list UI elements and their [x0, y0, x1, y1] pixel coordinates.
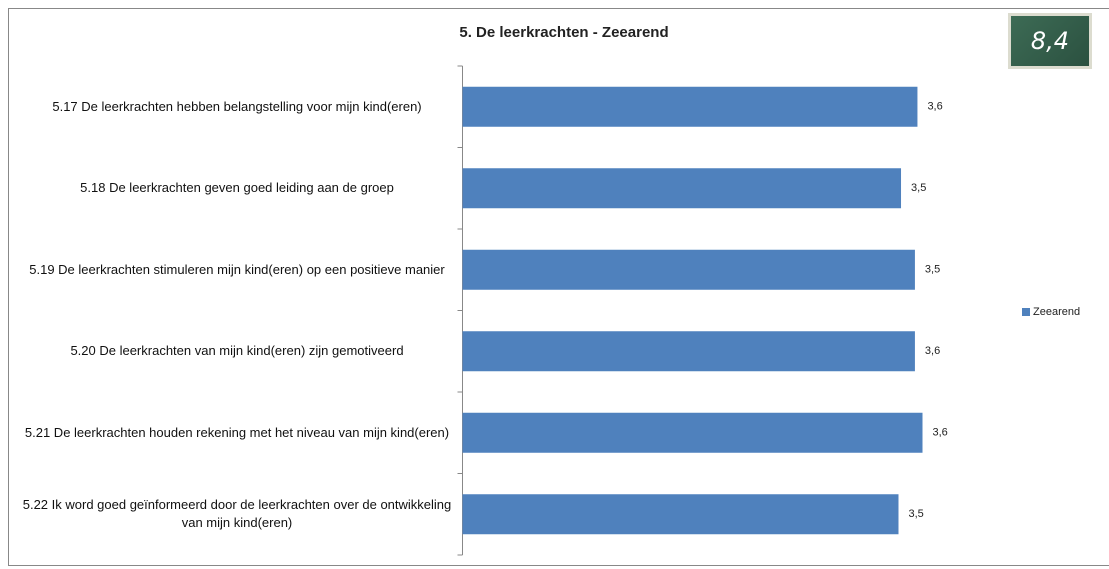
category-label: 5.17 De leerkrachten hebben belangstelli… [52, 98, 422, 114]
bar [462, 86, 918, 127]
bar [462, 249, 915, 290]
legend-swatch [1022, 308, 1030, 316]
category-label: 5.22 Ik word goed geïnformeerd door de l… [22, 497, 452, 531]
bar [462, 494, 899, 535]
chart-border [8, 8, 1109, 566]
category-label: 5.20 De leerkrachten van mijn kind(eren)… [70, 343, 404, 359]
category-label: 5.21 De leerkrachten houden rekening met… [24, 424, 450, 440]
value-label: 3,5 [911, 182, 926, 194]
value-label: 3,6 [925, 345, 940, 357]
category-label: 5.19 De leerkrachten stimuleren mijn kin… [29, 261, 445, 277]
value-label: 3,6 [933, 427, 948, 439]
category-label: 5.18 De leerkrachten geven goed leiding … [80, 180, 394, 196]
bar [462, 168, 902, 209]
chart-title: 5. De leerkrachten - Zeearend [459, 24, 668, 41]
value-label: 3,5 [908, 508, 923, 520]
value-label: 3,6 [927, 101, 942, 113]
legend-label: Zeearend [1033, 306, 1080, 318]
bar [462, 412, 923, 453]
value-label: 3,5 [925, 264, 940, 276]
score-badge: 8,4 [1008, 13, 1092, 69]
bar [462, 331, 915, 372]
